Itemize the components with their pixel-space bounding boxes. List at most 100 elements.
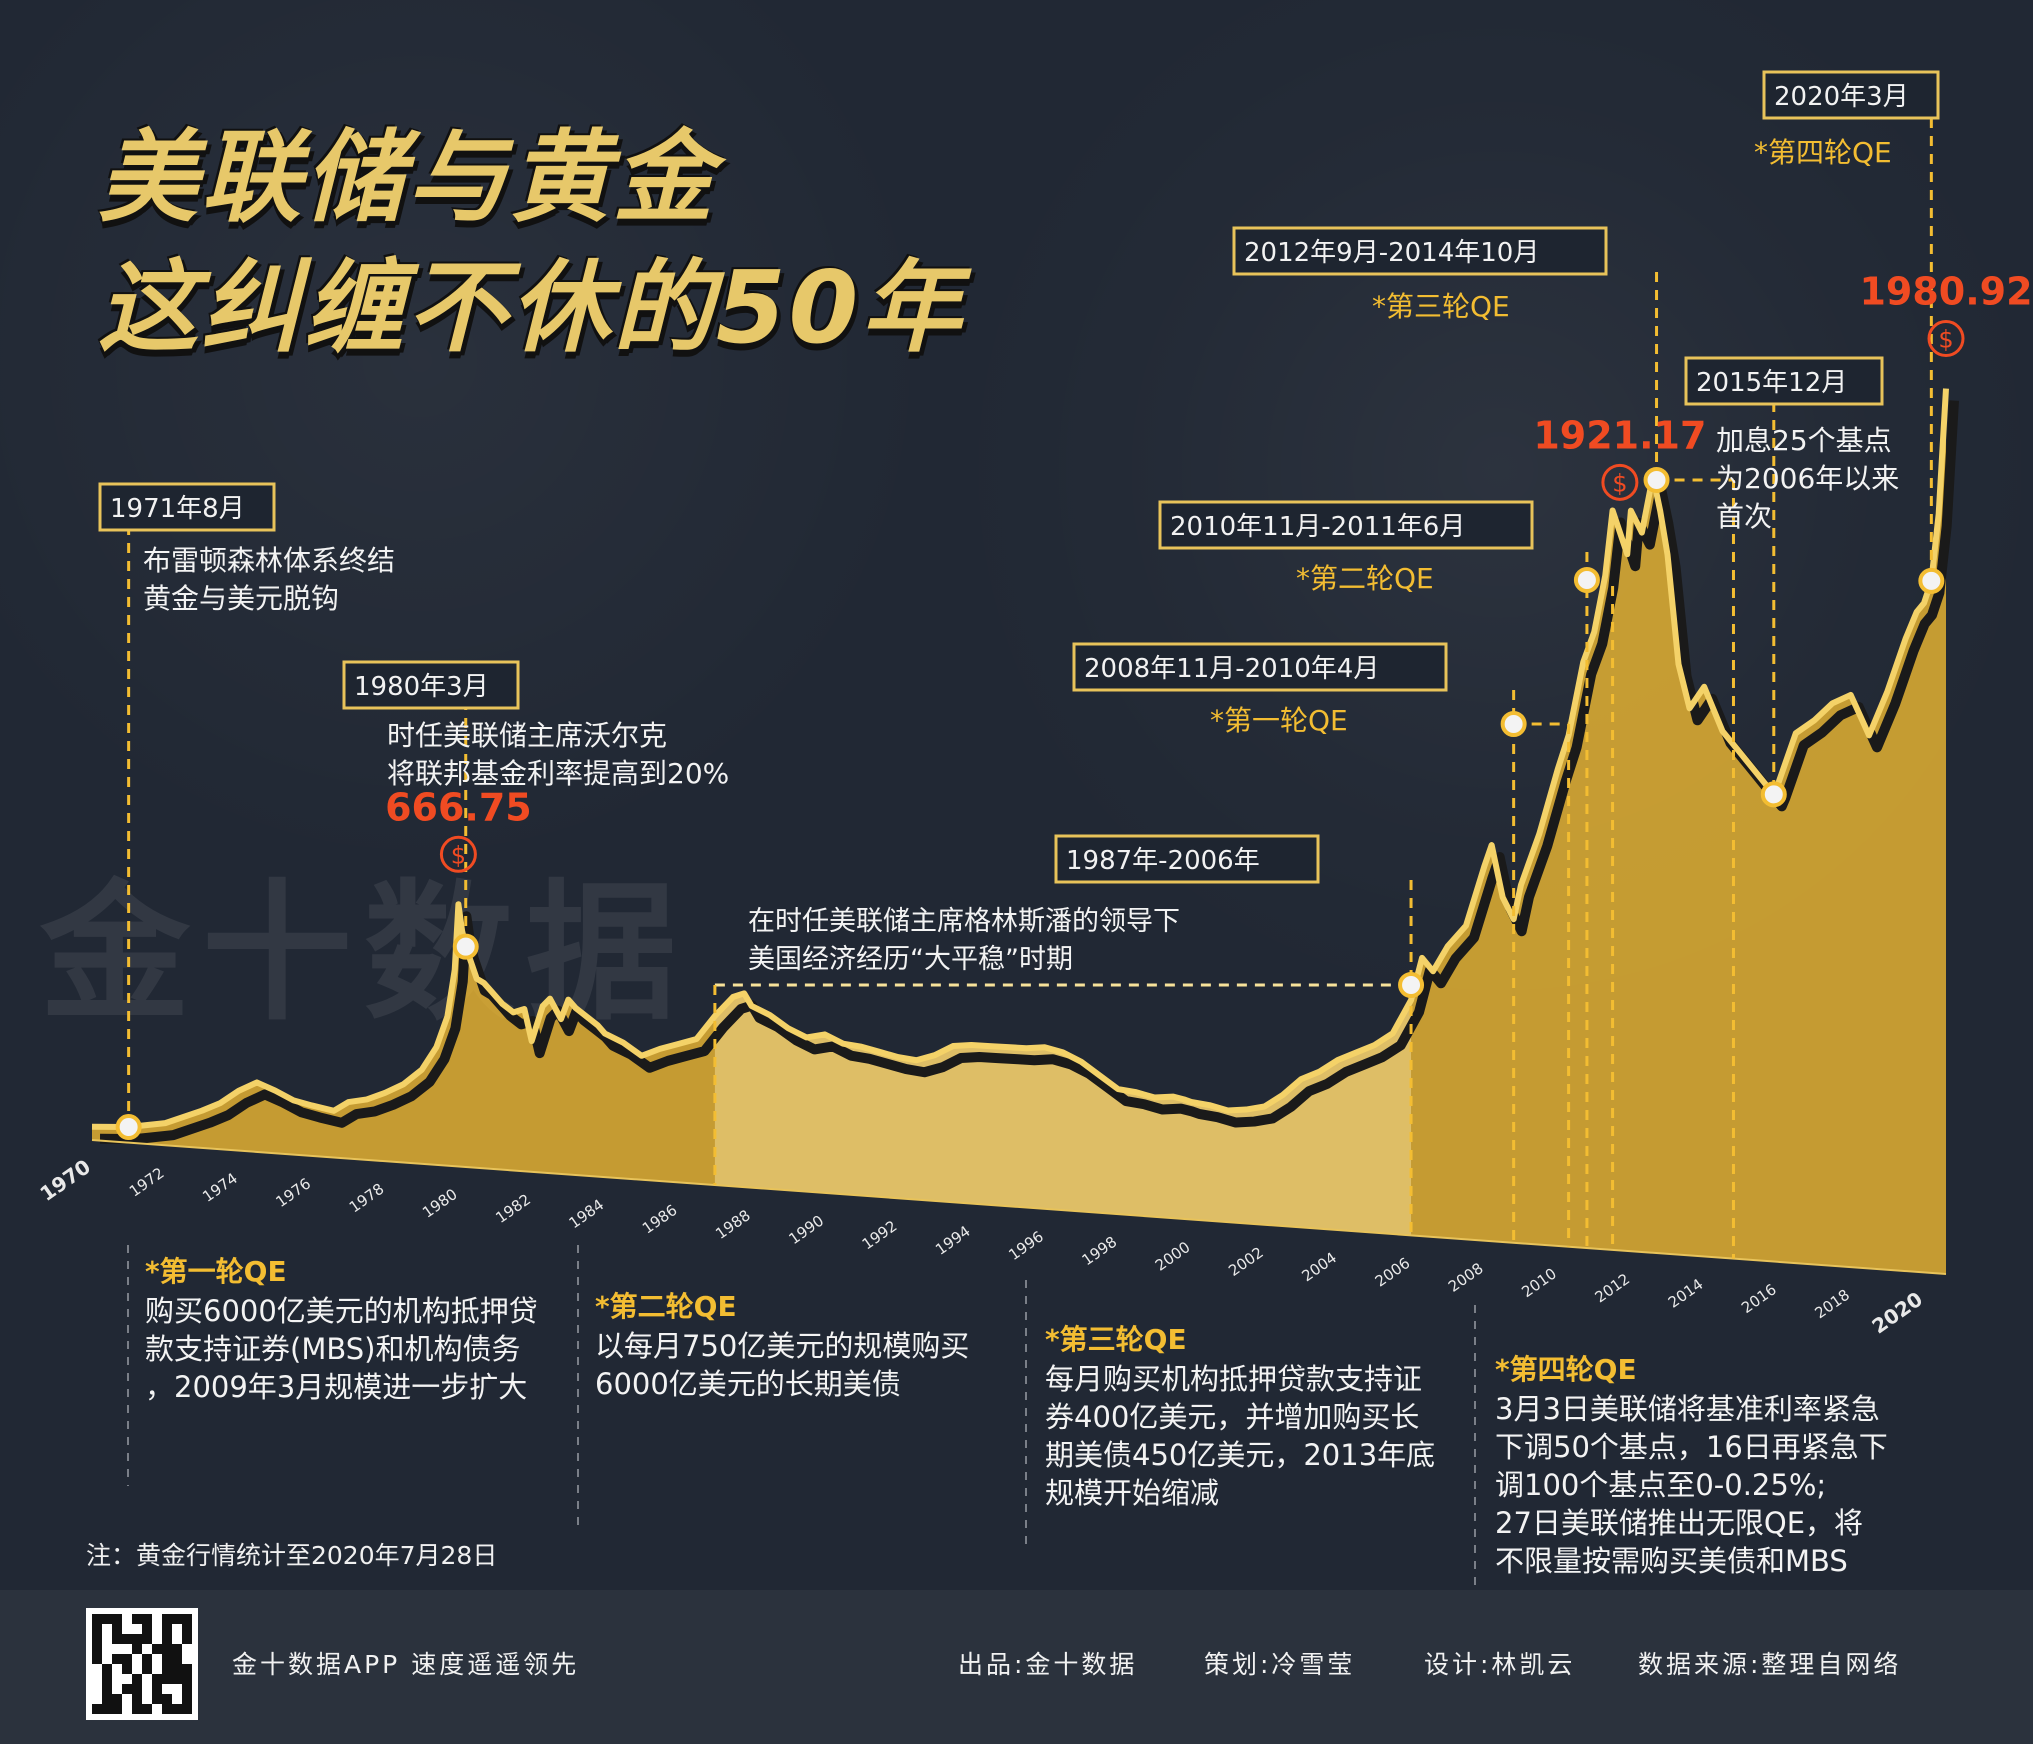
- qr-module: [122, 1694, 132, 1704]
- qr-module: [152, 1654, 162, 1664]
- qr-module: [172, 1614, 182, 1624]
- qe2-body: 以每月750亿美元的规模购买 6000亿美元的长期美债: [595, 1329, 970, 1401]
- event-1987-2006-desc-text: 美国经济经历“大平稳”时期: [748, 944, 1073, 975]
- qr-module: [132, 1664, 142, 1674]
- qr-module: [132, 1704, 142, 1714]
- x-tick-label: 1972: [126, 1164, 168, 1201]
- x-tick-label: 1988: [712, 1206, 754, 1243]
- event-2015-box: [1684, 356, 1884, 406]
- qr-module: [132, 1684, 142, 1694]
- qe2-note: *第二轮QE 以每月750亿美元的规模购买 6000亿美元的长期美债: [595, 1285, 1015, 1403]
- event-1987-2006-desc-text: 在时任美联储主席格林斯潘的领导下: [748, 906, 1180, 937]
- qr-module: [102, 1664, 112, 1674]
- footnote: 注：黄金行情统计至2020年7月28日: [86, 1541, 498, 1570]
- qe1-title: *第一轮QE: [145, 1255, 287, 1288]
- qr-module: [142, 1644, 152, 1654]
- peak-value-label: 1980.92: [1859, 270, 2032, 314]
- event-qe3-label: 2012年9月-2014年10月: [1244, 238, 1539, 268]
- event-qe1-box: [1072, 642, 1448, 692]
- qr-module: [92, 1684, 102, 1694]
- qr-module: [142, 1664, 152, 1674]
- qr-module: [122, 1634, 132, 1644]
- x-tick-label: 2014: [1665, 1275, 1707, 1312]
- x-tick-label: 2018: [1811, 1286, 1853, 1323]
- qr-module: [152, 1694, 162, 1704]
- qr-module: [172, 1644, 182, 1654]
- qr-module: [172, 1634, 182, 1644]
- qr-module: [112, 1694, 122, 1704]
- qr-module: [132, 1634, 142, 1644]
- qr-module: [172, 1654, 182, 1664]
- qr-module: [142, 1634, 152, 1644]
- x-tick-label: 2010: [1518, 1264, 1560, 1301]
- x-axis: [91, 1139, 1947, 1275]
- x-tick-label: 2008: [1445, 1259, 1487, 1296]
- qr-module: [112, 1624, 122, 1634]
- qr-module: [92, 1644, 102, 1654]
- qe4-note: *第四轮QE 3月3日美联储将基准利率紧急 下调50个基点，16日再紧急下 调1…: [1495, 1348, 1915, 1580]
- qe3-title: *第三轮QE: [1045, 1323, 1187, 1356]
- qr-module: [92, 1654, 102, 1664]
- title-line-1: 美联储与黄金: [98, 119, 716, 236]
- qr-module: [142, 1694, 152, 1704]
- qr-module: [152, 1664, 162, 1674]
- event-2020-desc-text: *第四轮QE: [1754, 136, 1892, 169]
- qr-module: [142, 1684, 152, 1694]
- event-1987-2006-label: 1987年-2006年: [1066, 846, 1260, 876]
- qr-module: [122, 1664, 132, 1674]
- qe1-note: *第一轮QE 购买6000亿美元的机构抵押贷 款支持证券(MBS)和机构债务 ，…: [145, 1250, 565, 1406]
- qr-module: [112, 1704, 122, 1714]
- qr-module: [92, 1614, 102, 1624]
- qr-module: [182, 1704, 192, 1714]
- qr-module: [182, 1644, 192, 1654]
- qr-module: [182, 1624, 192, 1634]
- qr-module: [122, 1684, 132, 1694]
- event-qe2-box: [1158, 500, 1534, 550]
- event-2020-dot: [1918, 567, 1945, 594]
- qr-module: [102, 1614, 112, 1624]
- x-tick-label: 1984: [566, 1196, 608, 1233]
- event-qe3-dot: [1643, 467, 1670, 493]
- qr-module: [122, 1704, 132, 1714]
- qr-module: [112, 1664, 122, 1674]
- qr-code: [86, 1608, 198, 1720]
- qr-module: [172, 1704, 182, 1714]
- qr-module: [102, 1624, 112, 1634]
- qr-module: [132, 1614, 142, 1624]
- qr-module: [112, 1634, 122, 1644]
- event-1980-desc-text: 将联邦基金利率提高到20%: [387, 757, 729, 790]
- qr-module: [142, 1674, 152, 1684]
- qr-module: [112, 1684, 122, 1694]
- x-tick-label: 2020: [1868, 1287, 1927, 1339]
- qr-module: [102, 1654, 112, 1664]
- x-tick-label: 1996: [1005, 1227, 1047, 1264]
- qr-module: [182, 1664, 192, 1674]
- qr-module: [172, 1684, 182, 1694]
- x-tick-label: 1990: [785, 1211, 827, 1248]
- qr-module: [182, 1614, 192, 1624]
- event-2015-desc-text: 首次: [1716, 500, 1772, 533]
- qe1-body: 购买6000亿美元的机构抵押贷 款支持证券(MBS)和机构债务 ，2009年3月…: [145, 1294, 538, 1404]
- qr-module: [122, 1644, 132, 1654]
- dollar-coin-symbol: $: [451, 841, 466, 869]
- qr-module: [162, 1654, 172, 1664]
- x-tick-label: 1998: [1079, 1233, 1121, 1270]
- x-tick-label: 1980: [419, 1185, 461, 1222]
- dollar-coin-icon: [1927, 320, 1965, 358]
- qr-module: [172, 1694, 182, 1704]
- x-tick-label: 2012: [1592, 1270, 1634, 1307]
- event-2015-label: 2015年12月: [1696, 368, 1847, 398]
- qr-module: [102, 1634, 112, 1644]
- event-1987-2006-box: [1054, 834, 1320, 884]
- dollar-coin-icon: [439, 835, 477, 873]
- qr-module: [142, 1704, 152, 1714]
- qr-module: [182, 1694, 192, 1704]
- qr-module: [172, 1664, 182, 1674]
- qr-module: [172, 1674, 182, 1684]
- event-qe1-label: 2008年11月-2010年4月: [1084, 654, 1379, 684]
- qr-module: [162, 1664, 172, 1674]
- qr-module: [182, 1684, 192, 1694]
- qe3-body: 每月购买机构抵押贷款支持证 券400亿美元，并增加购买长 期美债450亿美元，2…: [1045, 1362, 1436, 1510]
- footer-planner: 策划:冷雪莹: [1204, 1650, 1356, 1679]
- footer-app: 金十数据APP 速度遥遥领先: [232, 1650, 580, 1679]
